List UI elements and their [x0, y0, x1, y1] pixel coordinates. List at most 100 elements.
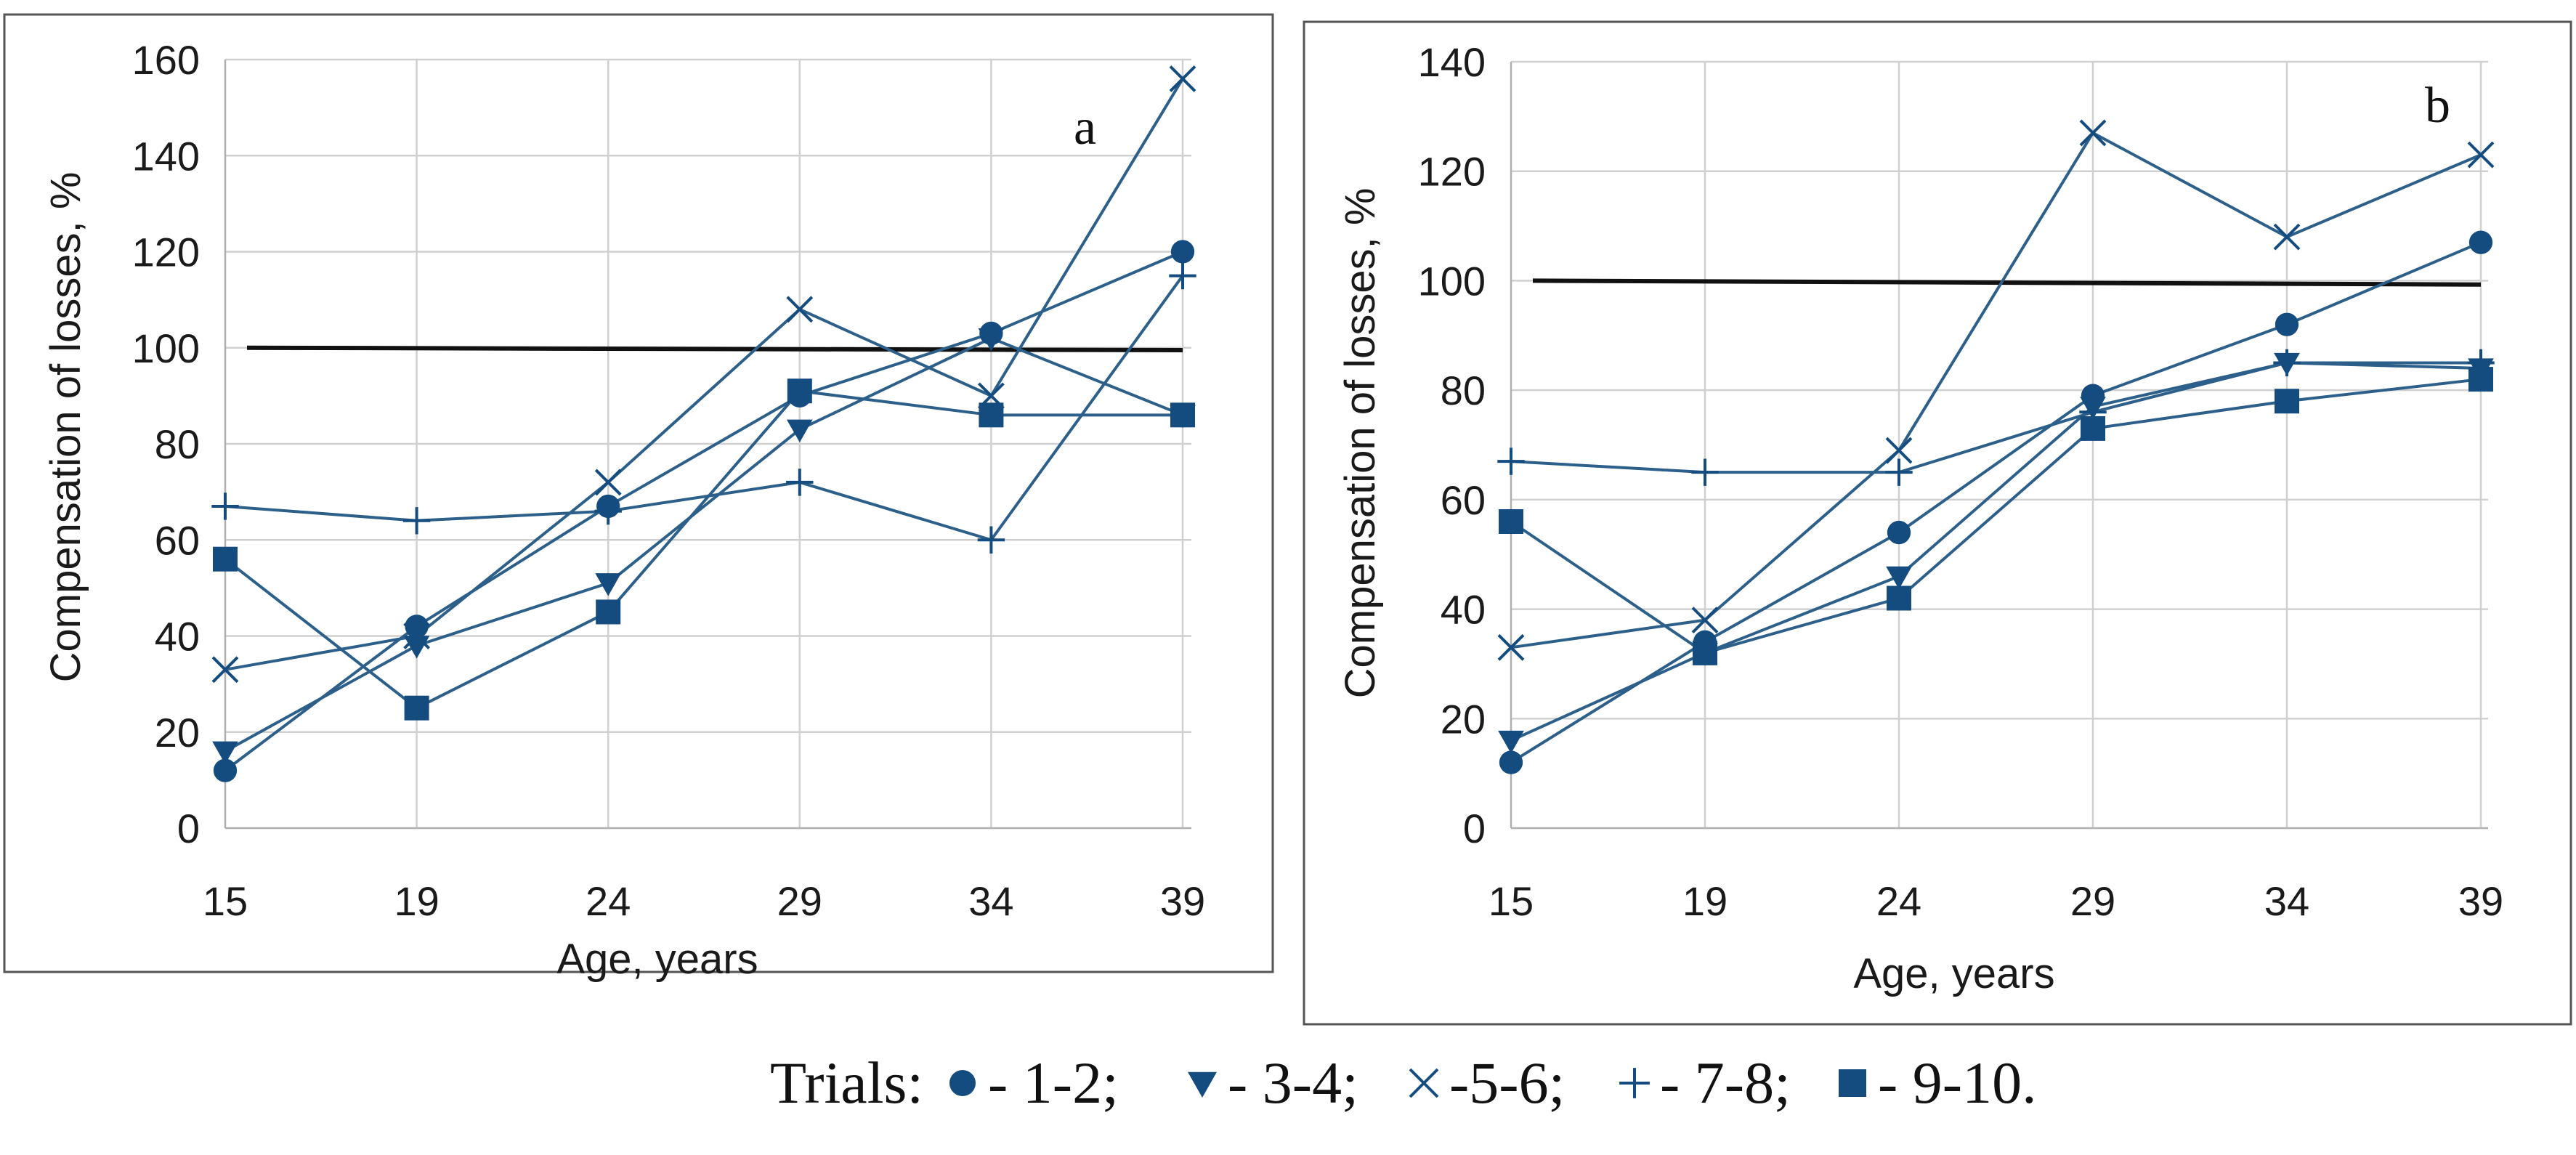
panel-a-point-3-4 — [978, 328, 1005, 352]
panel-a-point-9-10 — [787, 378, 812, 404]
panel-b-series-line-9-10 — [1510, 378, 2482, 654]
panel-a-series-line-1-2 — [224, 250, 1183, 772]
panel-a-point-3-4 — [786, 419, 813, 443]
y-tick-label: 120 — [132, 230, 200, 275]
legend-marker-x-icon — [1409, 1068, 1439, 1098]
legend-marker-square-icon — [1839, 1069, 1866, 1097]
panel-b-axes — [1510, 62, 2488, 830]
panel-a-point-7-8 — [211, 493, 239, 520]
panel-b-point-5-6 — [1497, 633, 1525, 661]
panel-a-point-5-6 — [594, 469, 622, 496]
panel-a-x-ticks: 15 19 24 29 34 39 — [203, 878, 1205, 924]
panel-a-point-7-8 — [786, 469, 814, 496]
panel-b-point-9-10 — [2081, 416, 2105, 441]
panel-b-point-9-10 — [1887, 585, 1911, 611]
legend-marker-plus-icon — [1619, 1068, 1650, 1098]
y-tick-label: 100 — [132, 325, 200, 371]
panel-b-point-5-6 — [2079, 119, 2107, 147]
panel-a-point-7-8 — [594, 497, 622, 525]
y-tick-label: 0 — [177, 806, 200, 851]
y-tick-label: 100 — [1418, 258, 1486, 304]
panel-a-point-7-8 — [402, 507, 431, 535]
x-tick-label: 19 — [1682, 878, 1728, 924]
x-tick-label: 15 — [1489, 878, 1534, 924]
panel-b-series-line-7-8 — [1510, 361, 2481, 474]
panel-a-axes — [224, 60, 1191, 830]
panel-b-x-axis-title: Age, years — [1853, 950, 2054, 997]
panel-b-point-7-8 — [2273, 349, 2301, 377]
legend-item-label: - 3-4; — [1228, 1050, 1358, 1116]
panel-a-series — [211, 65, 1196, 782]
legend-prefix: Trials: — [770, 1050, 923, 1116]
panel-a-point-1-2 — [1170, 240, 1195, 264]
panel-a-point-9-10 — [213, 546, 238, 572]
y-tick-label: 120 — [1418, 149, 1486, 195]
y-tick-label: 20 — [155, 710, 200, 755]
panel-a-point-3-4 — [212, 741, 238, 765]
panel-b-series-line-5-6 — [1510, 131, 2482, 649]
panel-b-point-3-4 — [1886, 566, 1912, 590]
panel-b-label: b — [2425, 78, 2450, 134]
y-tick-label: 140 — [1418, 39, 1486, 85]
legend-item-label: -5-6; — [1449, 1050, 1565, 1116]
panel-b-point-5-6 — [1885, 437, 1913, 464]
panel-b-point-1-2 — [1499, 750, 1523, 774]
x-tick-label: 39 — [2458, 878, 2503, 924]
panel-a-series-line-3-4 — [224, 336, 1183, 753]
panel-b-x-ticks: 15 19 24 29 34 39 — [1489, 878, 2503, 924]
panel-a-point-5-6 — [403, 623, 431, 649]
panel-b-y-axis-title: Compensation of losses, % — [1337, 188, 1384, 699]
panel-a-y-axis-title: Compensation of losses, % — [42, 172, 89, 683]
y-tick-label: 20 — [1441, 696, 1486, 742]
y-tick-label: 140 — [132, 133, 200, 179]
panel-a-point-5-6 — [1169, 65, 1196, 92]
panel-b-point-9-10 — [1499, 509, 1523, 534]
y-tick-label: 40 — [1441, 587, 1486, 633]
panel-a-series-line-9-10 — [224, 389, 1183, 710]
panel-b-point-7-8 — [1497, 447, 1525, 475]
panel-a-frame — [3, 13, 1274, 973]
panel-b-point-9-10 — [2468, 367, 2493, 392]
legend-item-label: - 1-2; — [988, 1050, 1119, 1116]
x-tick-label: 24 — [586, 878, 631, 924]
x-tick-label: 24 — [1876, 878, 1921, 924]
panel-b-point-1-2 — [1887, 520, 1911, 545]
panel-a-point-9-10 — [596, 599, 621, 625]
x-tick-label: 29 — [2070, 878, 2115, 924]
panel-b-y-ticks: 0 20 40 60 80 100 120 140 — [1418, 39, 1486, 851]
panel-a-point-9-10 — [979, 402, 1004, 428]
x-tick-label: 34 — [968, 878, 1013, 924]
legend-marker-circle-icon — [949, 1069, 976, 1097]
x-tick-label: 29 — [777, 878, 822, 924]
x-tick-label: 39 — [1160, 878, 1205, 924]
panel-a-point-3-4 — [595, 573, 622, 596]
y-tick-label: 160 — [132, 37, 200, 83]
panel-a-series-line-7-8 — [224, 275, 1184, 542]
panel-a-label: a — [1074, 100, 1096, 155]
panel-b-point-3-4 — [1498, 730, 1524, 754]
x-tick-label: 15 — [203, 878, 248, 924]
panel-b-point-9-10 — [1693, 640, 1717, 665]
panel-a-point-7-8 — [977, 526, 1005, 554]
panel-a-gridlines — [225, 58, 1191, 828]
y-tick-label: 60 — [1441, 477, 1486, 523]
y-tick-label: 80 — [1441, 368, 1486, 413]
panel-a-point-9-10 — [404, 695, 429, 721]
legend-marker-triangle-down-icon — [1188, 1071, 1217, 1098]
panel-a-point-5-6 — [211, 656, 239, 684]
panel-b-series — [1497, 119, 2495, 774]
panel-a-series-line-5-6 — [224, 78, 1184, 671]
x-tick-label: 19 — [394, 878, 439, 924]
panel-a-y-ticks: 0 20 40 60 80 100 120 140 160 — [132, 37, 200, 851]
panel-b-point-7-8 — [1691, 458, 1719, 486]
chart-panel-a: a 0 20 40 60 80 100 120 140 160 15 19 24 29 34 39 Age… — [3, 13, 1274, 983]
panel-a-point-7-8 — [1169, 262, 1196, 290]
panel-b-point-1-2 — [2275, 312, 2299, 336]
panel-b-point-5-6 — [2273, 223, 2301, 251]
legend-item-label: - 7-8; — [1660, 1050, 1791, 1116]
legend-item-label: - 9-10. — [1878, 1050, 2037, 1116]
panel-b-point-5-6 — [2467, 141, 2495, 169]
y-tick-label: 40 — [155, 614, 200, 660]
panel-b-reference-line — [1532, 278, 2482, 287]
